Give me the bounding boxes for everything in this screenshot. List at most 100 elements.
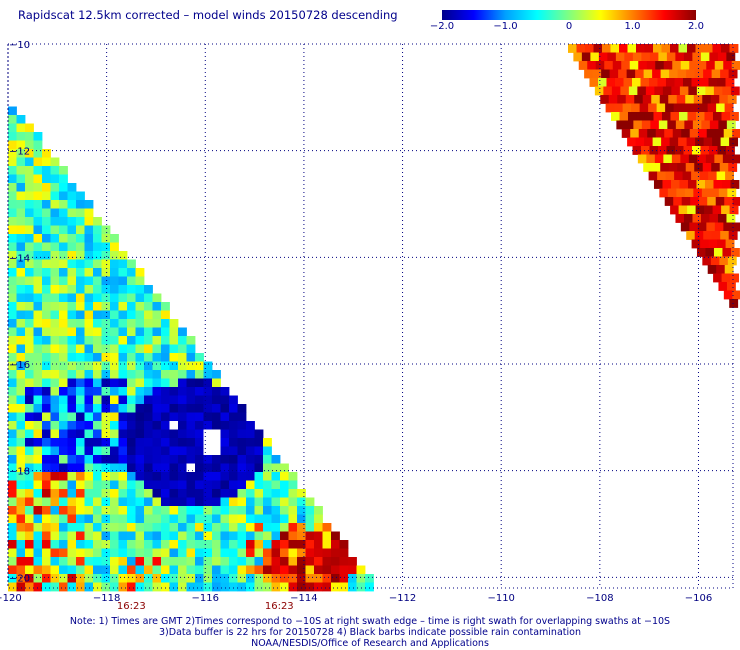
- wind-cell: [25, 208, 34, 218]
- wind-cell: [622, 103, 632, 113]
- wind-cell: [16, 115, 26, 124]
- wind-cell: [67, 183, 77, 192]
- wind-cell: [93, 565, 102, 575]
- wind-cell: [635, 69, 645, 79]
- wind-cell: [280, 463, 289, 473]
- wind-cell: [331, 540, 340, 549]
- wind-cell: [322, 565, 332, 575]
- wind-cell: [152, 310, 162, 320]
- wind-cell: [670, 44, 679, 53]
- wind-cell: [101, 302, 111, 311]
- wind-cell: [305, 565, 315, 575]
- wind-cell: [42, 429, 51, 439]
- wind-cell: [67, 540, 77, 549]
- wind-cell: [720, 137, 730, 147]
- wind-cell: [677, 163, 687, 172]
- wind-cell: [705, 248, 715, 257]
- wind-cell: [161, 506, 170, 515]
- lat-tick-label: −20: [9, 573, 30, 584]
- wind-cell: [712, 205, 722, 215]
- wind-cell: [33, 293, 43, 303]
- wind-cell: [161, 540, 170, 549]
- wind-cell: [33, 174, 43, 184]
- wind-cell: [675, 52, 685, 62]
- wind-cell: [695, 205, 705, 215]
- wind-cell: [16, 319, 26, 328]
- wind-cell: [59, 191, 68, 201]
- wind-cell: [144, 412, 153, 422]
- wind-cell: [186, 497, 196, 507]
- wind-cell: [84, 310, 94, 320]
- wind-cell: [67, 446, 77, 456]
- wind-cell: [186, 361, 196, 371]
- wind-cell: [118, 395, 128, 405]
- lon-tick-label: −118: [93, 593, 120, 604]
- wind-cell: [694, 69, 704, 79]
- wind-cell: [718, 282, 728, 291]
- wind-cell: [42, 446, 51, 456]
- wind-cell: [16, 523, 26, 532]
- wind-cell: [84, 446, 94, 456]
- wind-cell: [93, 395, 102, 405]
- wind-cell: [719, 256, 729, 266]
- wind-cell: [76, 361, 85, 371]
- wind-cell: [135, 514, 145, 524]
- wind-cell: [229, 421, 238, 430]
- wind-cell: [694, 163, 704, 172]
- wind-cell: [178, 446, 187, 456]
- wind-cell: [110, 480, 119, 490]
- wind-cell: [118, 574, 128, 583]
- wind-cell: [712, 137, 722, 147]
- wind-cell: [721, 112, 731, 121]
- wind-cell: [8, 497, 17, 507]
- wind-cell: [237, 540, 247, 549]
- wind-cell: [152, 293, 162, 303]
- wind-cell: [667, 188, 677, 198]
- wind-cell: [178, 497, 187, 507]
- wind-cell: [700, 214, 710, 223]
- wind-cell: [93, 446, 102, 456]
- wind-cell: [118, 259, 128, 269]
- wind-cell: [229, 455, 238, 464]
- wind-cell: [152, 540, 162, 549]
- wind-cell: [101, 387, 111, 396]
- wind-cell: [101, 489, 111, 498]
- wind-cell: [614, 78, 624, 87]
- wind-cell: [144, 336, 153, 345]
- wind-cell: [42, 149, 51, 158]
- wind-cell: [331, 548, 340, 558]
- wind-cell: [25, 574, 34, 583]
- wind-cell: [727, 256, 737, 266]
- wind-cell: [144, 327, 153, 337]
- wind-cell: [169, 514, 179, 524]
- wind-cell: [668, 95, 678, 104]
- wind-cell: [632, 52, 642, 62]
- wind-cell: [203, 429, 213, 439]
- wind-cell: [229, 557, 238, 566]
- wind-cell: [93, 514, 102, 524]
- wind-cell: [727, 95, 737, 104]
- wind-cell: [59, 276, 68, 286]
- wind-cell: [59, 463, 68, 473]
- wind-cell: [722, 248, 732, 257]
- wind-cell: [110, 455, 119, 464]
- wind-cell: [697, 222, 707, 232]
- wind-cell: [706, 129, 716, 138]
- wind-cell: [59, 293, 68, 303]
- wind-cell: [93, 412, 102, 422]
- wind-cell: [203, 574, 213, 583]
- wind-cell: [67, 251, 77, 260]
- wind-cell: [649, 146, 659, 155]
- wind-cell: [67, 208, 77, 218]
- wind-cell: [707, 103, 717, 113]
- wind-cell: [186, 412, 196, 422]
- wind-cell: [203, 565, 213, 575]
- wind-cell: [655, 129, 665, 138]
- wind-cell: [33, 557, 43, 566]
- wind-cell: [717, 239, 726, 249]
- wind-cell: [339, 548, 349, 558]
- wind-cell: [620, 86, 630, 96]
- wind-cell: [118, 523, 128, 532]
- wind-cell: [186, 548, 196, 558]
- wind-cell: [271, 497, 281, 507]
